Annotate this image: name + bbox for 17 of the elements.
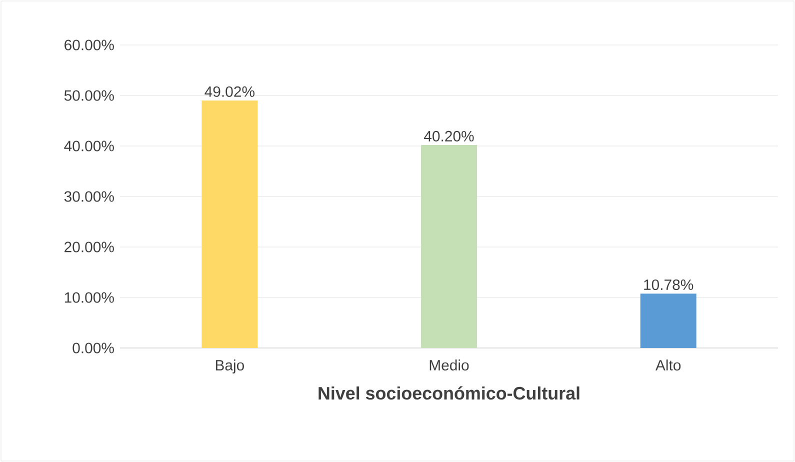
y-tick-label: 20.00% xyxy=(64,242,114,252)
x-tick-label: Bajo xyxy=(216,360,244,374)
y-tick-label: 60.00% xyxy=(64,40,114,50)
bar xyxy=(202,100,258,348)
data-label: 10.78% xyxy=(644,279,694,290)
y-tick-label: 10.00% xyxy=(64,292,114,303)
data-label: 49.02% xyxy=(204,86,254,97)
x-tick-label: Alto xyxy=(655,360,681,370)
y-tick-label: 50.00% xyxy=(64,90,114,101)
bar xyxy=(640,294,696,348)
y-tick-label: 40.00% xyxy=(64,140,114,152)
x-tick-label: Medio xyxy=(430,360,469,370)
y-tick-label: 30.00% xyxy=(64,191,114,202)
x-axis-title: Nivel socioeconómico-Cultural xyxy=(318,386,580,400)
y-tick-label: 0.00% xyxy=(72,342,114,354)
data-label: 40.20% xyxy=(424,130,474,142)
bar xyxy=(421,144,478,348)
